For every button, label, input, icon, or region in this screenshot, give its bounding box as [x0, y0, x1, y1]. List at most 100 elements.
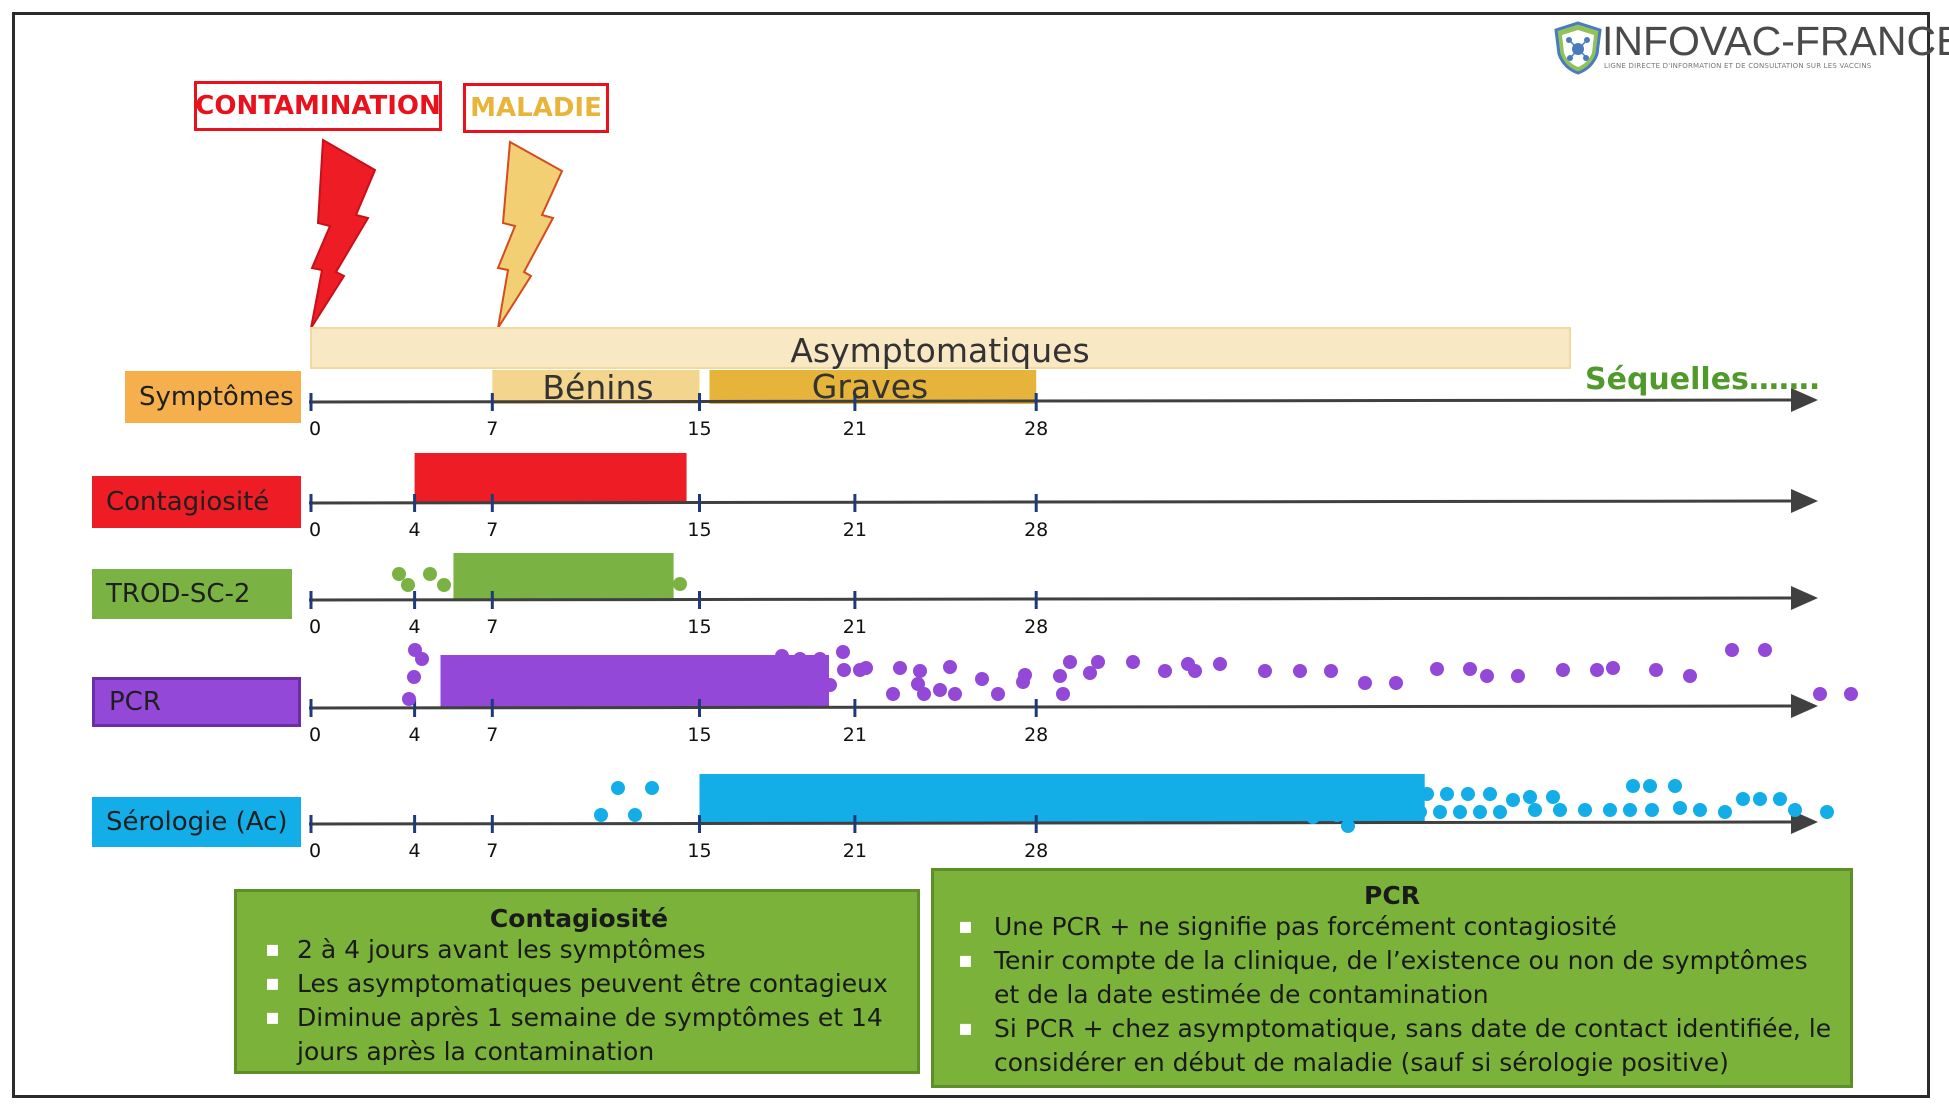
serologie-dot [1440, 787, 1454, 801]
tick-label: 28 [1024, 616, 1048, 638]
pcr-dot [1683, 669, 1697, 683]
trod-dot [656, 578, 670, 592]
pcr-dot [1258, 664, 1272, 678]
tick-label: 7 [486, 418, 498, 440]
pcr-dot [1324, 664, 1338, 678]
pcr-dot [1083, 666, 1097, 680]
tick-label: 0 [309, 519, 321, 541]
pcr-dot [1430, 662, 1444, 676]
pcr-dot [948, 687, 962, 701]
serologie-dot [1318, 805, 1332, 819]
pcr-dot [837, 663, 851, 677]
pcr-dot [1813, 687, 1827, 701]
list-item: 2 à 4 jours avant les symptômes [259, 933, 899, 967]
timeline-axis [308, 694, 1818, 719]
tick-label: 21 [843, 519, 867, 541]
timeline-axis [308, 388, 1818, 413]
trod-dot [673, 577, 687, 591]
pcr-dot [933, 683, 947, 697]
serologie-dot [1433, 805, 1447, 819]
tick-label: 15 [687, 840, 711, 862]
tick-label: 21 [843, 724, 867, 746]
pcr-dot [415, 652, 429, 666]
trod-dot [401, 578, 415, 592]
row-label-pcr: PCR [92, 677, 301, 727]
contagiosite-info-box: Contagiosité 2 à 4 jours avant les sympt… [234, 889, 920, 1074]
pcr-dot [1844, 687, 1858, 701]
serologie-dot [1673, 801, 1687, 815]
serologie-dot [1341, 819, 1355, 833]
serologie-dot [611, 781, 625, 795]
serologie-dot [1393, 806, 1407, 820]
tick-label: 0 [309, 616, 321, 638]
serologie-dot [1306, 810, 1320, 824]
serologie-dot [1453, 805, 1467, 819]
logo-title: INFOVAC-FRANCE [1602, 18, 1949, 64]
tick-label: 7 [486, 616, 498, 638]
timeline-axis [308, 586, 1818, 611]
trod-dot [423, 567, 437, 581]
serologie-dot [1643, 779, 1657, 793]
serologie-dot [1773, 792, 1787, 806]
pcr-dot [836, 645, 850, 659]
contamination-lightning-icon [310, 138, 377, 329]
maladie-label: MALADIE [463, 83, 609, 133]
list-item: Tenir compte de la clinique, de l’existe… [952, 944, 1832, 1012]
pcr-dot [823, 678, 837, 692]
contamination-label: CONTAMINATION [194, 81, 442, 131]
tick-label: 21 [843, 616, 867, 638]
tick-label: 4 [409, 724, 421, 746]
serologie-dot [1493, 805, 1507, 819]
serologie-dot [1398, 785, 1412, 799]
serologie-dot [1578, 803, 1592, 817]
pcr-dot [893, 661, 907, 675]
trod-bar [453, 553, 674, 600]
serologie-dot [1473, 805, 1487, 819]
tick-label: 15 [687, 724, 711, 746]
benins-label: Bénins [542, 368, 653, 407]
serologie-dot [1376, 785, 1390, 799]
serologie-dot [645, 781, 659, 795]
serologie-dot [1736, 792, 1750, 806]
tick-label: 4 [409, 616, 421, 638]
list-item: Les asymptomatiques peuvent être contagi… [259, 967, 899, 1001]
serologie-dot [1343, 803, 1357, 817]
pcr-dot [1463, 662, 1477, 676]
serologie-dot [1361, 806, 1375, 820]
serologie-dot [1546, 790, 1560, 804]
pcr-dot [1158, 664, 1172, 678]
serologie-dot [1626, 779, 1640, 793]
pcr-dot [808, 681, 822, 695]
pcr-dot [1389, 676, 1403, 690]
graves-label: Graves [812, 367, 928, 406]
pcr-dot [1188, 664, 1202, 678]
pcr-dot [1053, 669, 1067, 683]
serologie-dot [1378, 803, 1392, 817]
serologie-dot [594, 808, 608, 822]
pcr-dot [917, 687, 931, 701]
serologie-dot [1356, 785, 1370, 799]
sequelles-label: Séquelles……. [1585, 362, 1820, 397]
tick-label: 0 [309, 418, 321, 440]
pcr-dot [975, 672, 989, 686]
pcr-dot [793, 652, 807, 666]
trod-dot [622, 580, 636, 594]
row-label-trod: TROD-SC-2 [92, 569, 292, 619]
serologie-dot [1668, 779, 1682, 793]
pcr-dot [913, 664, 927, 678]
pcr-info-title: PCR [1364, 881, 1420, 910]
pcr-dot [1758, 643, 1772, 657]
pcr-dot [813, 652, 827, 666]
list-item: Diminue après 1 semaine de symptômes et … [259, 1001, 899, 1069]
shield-icon [1554, 21, 1602, 75]
tick-label: 7 [486, 519, 498, 541]
pcr-dot [886, 687, 900, 701]
serologie-dot [1645, 803, 1659, 817]
serologie-dot [1718, 805, 1732, 819]
serologie-dot [1753, 792, 1767, 806]
serologie-dot [1330, 808, 1344, 822]
serologie-dot [1483, 787, 1497, 801]
